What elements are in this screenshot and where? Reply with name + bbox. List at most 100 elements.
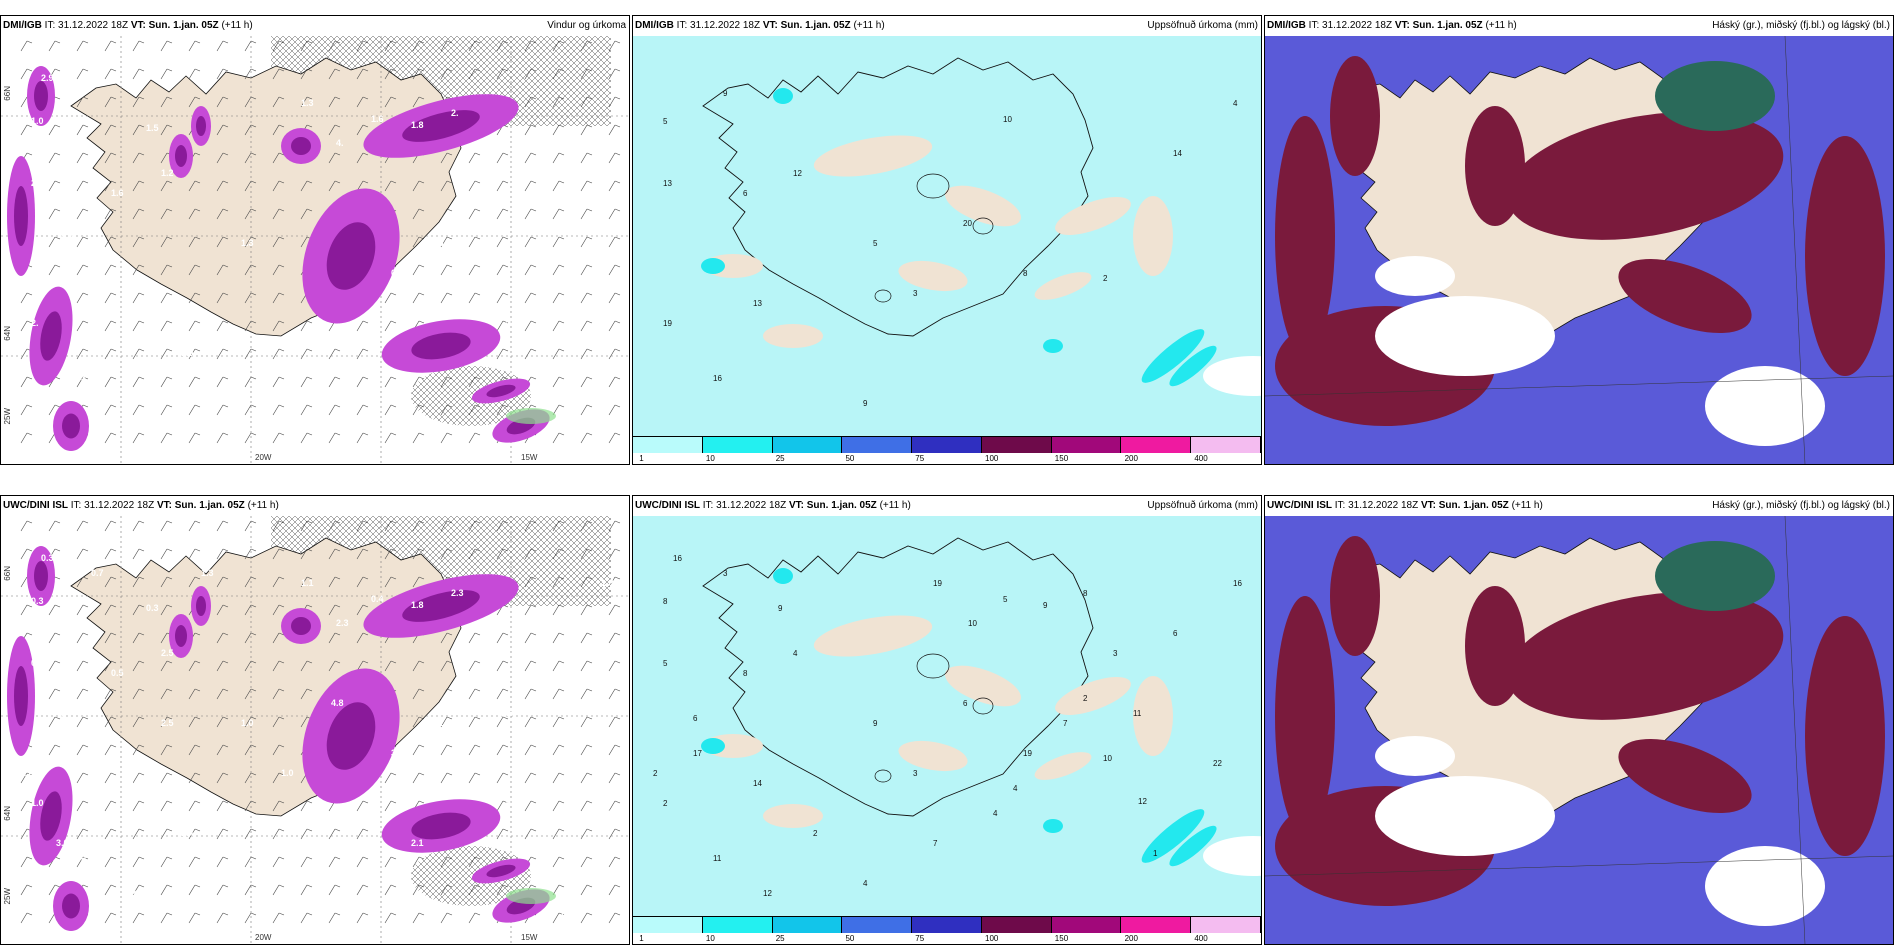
heavy-precip-area <box>701 738 725 754</box>
wind-barb <box>132 688 145 700</box>
model-name: UWC/DINI ISL <box>1267 500 1332 511</box>
wind-barb <box>440 432 453 444</box>
value-label: 4.3 <box>506 316 519 326</box>
wind-barb <box>496 320 509 332</box>
wind-barb <box>188 208 201 220</box>
wind-barb <box>580 236 593 248</box>
wind-barb <box>272 292 285 304</box>
colorbar-swatch <box>1191 437 1261 453</box>
wind-barb <box>524 604 537 616</box>
wind-barb <box>244 520 257 532</box>
axis-label: 15W <box>521 453 538 462</box>
value-label: 1.0 <box>31 798 44 808</box>
wind-barb <box>440 884 453 896</box>
value-label: 10 <box>968 619 977 628</box>
wind-barb <box>552 124 565 136</box>
wind-barb <box>160 744 173 756</box>
value-label: 13 <box>753 299 762 308</box>
wind-barb <box>104 688 117 700</box>
value-label: 1.6 <box>431 238 444 248</box>
wind-barb <box>104 432 117 444</box>
wind-barb <box>384 660 397 672</box>
wind-barb <box>608 716 621 728</box>
wind-barb <box>160 376 173 388</box>
wind-barb <box>244 376 257 388</box>
wind-barb <box>160 520 173 532</box>
wind-barb <box>552 236 565 248</box>
wind-barb <box>272 68 285 80</box>
colorbar-swatch <box>1191 917 1261 933</box>
cloud-high-area <box>1330 56 1380 176</box>
wind-barb <box>188 912 201 924</box>
map-svg: 0.3 0.3 0.3 0.2 1.0 0.4 0.3 2.5 1.1 2.3 0.4 1.8 2.3 0… <box>1 516 629 944</box>
wind-barb <box>272 208 285 220</box>
wind-barb <box>244 180 257 192</box>
wind-barb <box>20 432 33 444</box>
wind-barb <box>104 208 117 220</box>
value-label: 1.5 <box>181 348 194 358</box>
wind-barb <box>104 68 117 80</box>
wind-barb <box>524 68 537 80</box>
wind-barb <box>412 180 425 192</box>
precip-core <box>14 666 28 726</box>
value-label: 0.4 <box>81 853 94 863</box>
lead-time: (+11 h) <box>247 500 279 511</box>
wind-barb <box>468 548 481 560</box>
value-label: 1.8 <box>411 120 424 130</box>
wind-barb <box>580 404 593 416</box>
wind-barb <box>608 40 621 52</box>
wind-barb <box>76 520 89 532</box>
wind-barb <box>328 660 341 672</box>
wind-barb <box>132 744 145 756</box>
value-label: 1.3 <box>241 238 254 248</box>
dry-area <box>763 324 823 348</box>
wind-barb <box>580 716 593 728</box>
wind-barb <box>300 404 313 416</box>
wind-barb <box>356 320 369 332</box>
panel-title: DMI/IGB IT: 31.12.2022 18Z VT: Sun. 1.ja… <box>633 16 1261 36</box>
wind-barb <box>440 404 453 416</box>
wind-barb <box>608 348 621 360</box>
model-name: UWC/DINI ISL <box>3 500 68 511</box>
valid-time: Sun. 1.jan. 05Z <box>174 500 245 511</box>
wind-barb <box>272 744 285 756</box>
init-time: 31.12.2022 18Z <box>58 20 129 31</box>
lead-time: (+11 h) <box>221 20 253 31</box>
value-label: 2 <box>663 799 668 808</box>
wind-barb <box>384 912 397 924</box>
wind-barb <box>216 68 229 80</box>
wind-barb <box>580 884 593 896</box>
field-title: Háský (gr.), miðský (fj.bl.) og lágský (… <box>1712 500 1890 511</box>
wind-barb <box>188 320 201 332</box>
lake-outline <box>972 217 994 235</box>
wind-barb <box>608 632 621 644</box>
colorbar-label: 50 <box>845 454 855 463</box>
wind-barb <box>328 152 341 164</box>
wind-barb <box>552 772 565 784</box>
wind-barb <box>20 772 33 784</box>
wind-barb <box>384 404 397 416</box>
wind-barb <box>608 856 621 868</box>
wind-barb <box>440 660 453 672</box>
no-precip-area <box>1203 356 1261 396</box>
wind-barb <box>132 660 145 672</box>
wind-barb <box>580 376 593 388</box>
wind-barb <box>468 520 481 532</box>
wind-barb <box>20 800 33 812</box>
wind-barb <box>160 432 173 444</box>
wind-barb <box>552 348 565 360</box>
wind-barb <box>104 236 117 248</box>
value-label: 2.9 <box>41 73 54 83</box>
value-label: 3 <box>913 769 918 778</box>
wind-barb <box>216 348 229 360</box>
value-label: 9 <box>723 89 728 98</box>
model-name: DMI/IGB <box>635 20 674 31</box>
wind-barb <box>76 292 89 304</box>
wind-barb <box>48 520 61 532</box>
wind-barb <box>48 236 61 248</box>
wind-barb <box>160 208 173 220</box>
wind-barb <box>76 744 89 756</box>
wind-barb <box>356 828 369 840</box>
wind-barb <box>244 800 257 812</box>
wind-barb <box>580 68 593 80</box>
